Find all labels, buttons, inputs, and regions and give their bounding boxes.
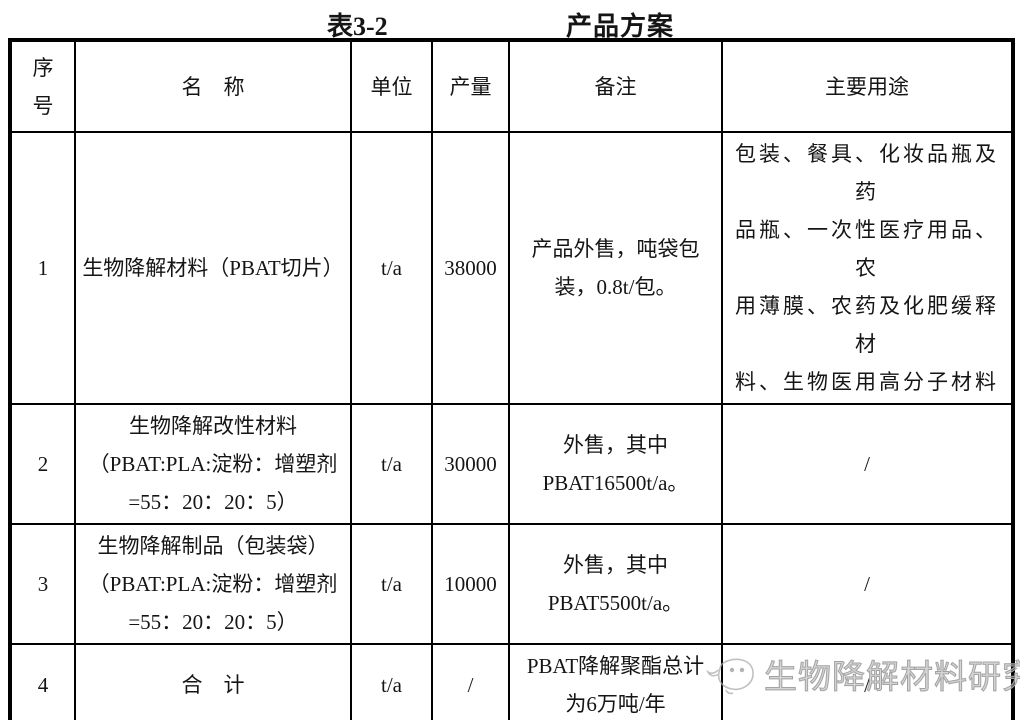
cell-output: 38000 [431,131,510,405]
cell-usage: / [721,403,1014,525]
cell-unit: t/a [350,403,433,525]
product-plan-table: 序 号 名 称 单位 产量 备注 主要用途 1 生物降解材料（PBAT切片） t… [8,38,1015,720]
cell-usage: 包装、餐具、化妆品瓶及药 品瓶、一次性医疗用品、农 用薄膜、农药及化肥缓释材 料… [721,131,1014,405]
cell-unit: t/a [350,131,433,405]
table-row: 3 生物降解制品（包装袋） （PBAT:PLA:淀粉：增塑剂 =55：20：20… [9,523,1014,645]
table-row: 1 生物降解材料（PBAT切片） t/a 38000 产品外售，吨袋包 装，0.… [9,131,1014,405]
cell-no: 2 [9,403,76,525]
header-unit: 单位 [350,39,433,133]
cell-name: 生物降解改性材料 （PBAT:PLA:淀粉：增塑剂 =55：20：20：5） [74,403,352,525]
header-usage: 主要用途 [721,39,1014,133]
header-no: 序 号 [9,39,76,133]
cell-no: 4 [9,643,76,720]
table-number: 表3-2 [327,12,388,41]
header-name: 名 称 [74,39,352,133]
cell-no: 1 [9,131,76,405]
header-remark: 备注 [508,39,723,133]
table-row: 2 生物降解改性材料 （PBAT:PLA:淀粉：增塑剂 =55：20：20：5）… [9,403,1014,525]
cell-remark: 外售，其中 PBAT16500t/a。 [508,403,723,525]
header-output: 产量 [431,39,510,133]
cell-remark: 产品外售，吨袋包 装，0.8t/包。 [508,131,723,405]
cell-name: 生物降解材料（PBAT切片） [74,131,352,405]
cell-output: / [431,643,510,720]
cell-output: 30000 [431,403,510,525]
cell-usage: / [721,523,1014,645]
cell-unit: t/a [350,643,433,720]
cell-unit: t/a [350,523,433,645]
cell-usage: / [721,643,1014,720]
cell-no: 3 [9,523,76,645]
cell-output: 10000 [431,523,510,645]
cell-name: 生物降解制品（包装袋） （PBAT:PLA:淀粉：增塑剂 =55：20：20：5… [74,523,352,645]
header-row: 序 号 名 称 单位 产量 备注 主要用途 [9,39,1014,133]
cell-remark: PBAT降解聚酯总计 为6万吨/年 [508,643,723,720]
table-row: 4 合 计 t/a / PBAT降解聚酯总计 为6万吨/年 / [9,643,1014,720]
table-title: 表3-2 产品方案 [0,0,1020,41]
cell-name: 合 计 [74,643,352,720]
table-title-text: 产品方案 [566,12,675,41]
cell-remark: 外售，其中 PBAT5500t/a。 [508,523,723,645]
